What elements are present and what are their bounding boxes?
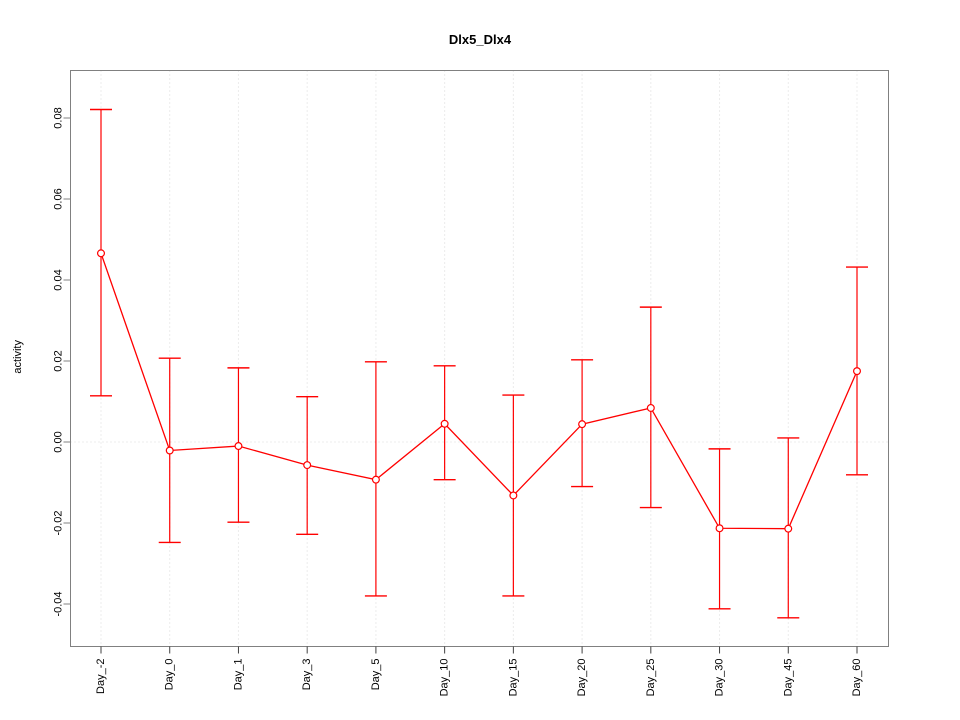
- x-tick-label: Day_25: [645, 659, 657, 697]
- data-line: [100, 253, 858, 530]
- chart-title: Dlx5_Dlx4: [448, 32, 512, 47]
- plot-frame: [70, 70, 889, 647]
- y-axis-ticks: [63, 117, 71, 605]
- series-polyline: [100, 253, 858, 530]
- y-tick-label: 0.02: [53, 350, 65, 371]
- x-tick-label: Day_3: [301, 659, 313, 691]
- data-point-marker: [852, 367, 861, 376]
- data-point-marker: [303, 461, 312, 470]
- x-tick-label: Day_5: [370, 659, 382, 691]
- x-tick-label: Day_1: [232, 659, 244, 691]
- x-axis-tick-labels: Day_-2 Day_0 Day_1 Day_3 Day_5 Day_10 Day_15 Da…: [95, 659, 863, 697]
- data-point-marker: [371, 475, 380, 484]
- x-tick-label: Day_0: [164, 659, 176, 691]
- x-tick-label: Day_15: [507, 659, 519, 697]
- x-tick-label: Day_-2: [95, 659, 107, 694]
- y-tick-label: 0.00: [53, 431, 65, 452]
- y-tick-label: 0.04: [53, 269, 65, 290]
- y-tick-label: -0.02: [53, 510, 65, 535]
- error-bars: [90, 108, 868, 619]
- x-tick-label: Day_20: [576, 659, 588, 697]
- data-point-marker: [784, 524, 793, 533]
- data-point-marker: [165, 446, 174, 455]
- data-point-marker: [234, 442, 243, 451]
- data-point-marker: [646, 403, 655, 412]
- data-point-marker: [578, 420, 587, 429]
- data-point-marker: [509, 491, 518, 500]
- y-tick-label: 0.08: [53, 107, 65, 128]
- data-point-marker: [96, 249, 105, 258]
- x-tick-label: Day_30: [714, 659, 726, 697]
- data-point-marker: [440, 419, 449, 428]
- x-tick-label: Day_60: [851, 659, 863, 697]
- y-axis-tick-labels: 0.08 0.06 0.04 0.02 0.00 -0.02 -0.04: [53, 107, 65, 616]
- y-tick-label: 0.06: [53, 188, 65, 209]
- x-tick-label: Day_45: [782, 659, 794, 697]
- x-axis-ticks: [100, 646, 858, 654]
- vertical-gridlines: [100, 70, 858, 647]
- x-tick-label: Day_10: [439, 659, 451, 697]
- data-points: [96, 249, 861, 533]
- y-tick-label: -0.04: [53, 591, 65, 616]
- data-point-marker: [715, 524, 724, 533]
